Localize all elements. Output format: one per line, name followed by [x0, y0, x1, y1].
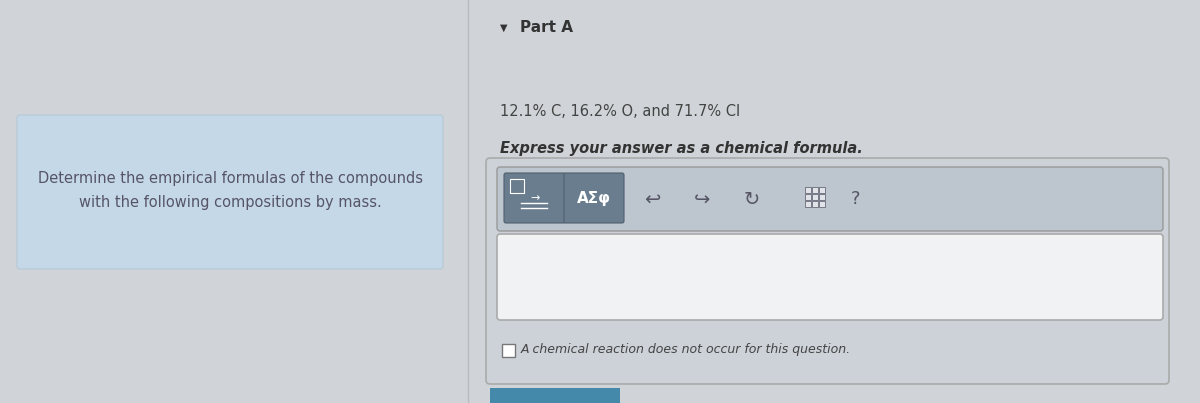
Text: A chemical reaction does not occur for this question.: A chemical reaction does not occur for t… — [521, 343, 851, 357]
Text: Determine the empirical formulas of the compounds: Determine the empirical formulas of the … — [37, 170, 422, 185]
FancyBboxPatch shape — [564, 173, 624, 223]
Text: ?: ? — [851, 190, 859, 208]
Bar — [818, 201, 826, 207]
Bar — [805, 187, 811, 193]
Text: Express your answer as a chemical formula.: Express your answer as a chemical formul… — [500, 141, 863, 156]
Bar — [812, 187, 818, 193]
FancyBboxPatch shape — [486, 158, 1169, 384]
Bar — [805, 201, 811, 207]
Bar — [490, 388, 620, 403]
Text: ↪: ↪ — [694, 189, 710, 208]
Bar — [812, 201, 818, 207]
Bar — [805, 194, 811, 200]
Text: →: → — [530, 193, 540, 203]
FancyBboxPatch shape — [504, 173, 566, 223]
Text: with the following compositions by mass.: with the following compositions by mass. — [79, 195, 382, 210]
Bar — [818, 187, 826, 193]
Text: Part A: Part A — [520, 21, 574, 35]
Bar — [812, 194, 818, 200]
Bar — [502, 344, 515, 357]
Bar — [818, 194, 826, 200]
Text: ▼: ▼ — [500, 23, 508, 33]
FancyBboxPatch shape — [17, 115, 443, 269]
FancyBboxPatch shape — [497, 167, 1163, 231]
Text: ΑΣφ: ΑΣφ — [577, 191, 611, 206]
Text: ↩: ↩ — [644, 189, 660, 208]
Text: 12.1% C, 16.2% O, and 71.7% Cl: 12.1% C, 16.2% O, and 71.7% Cl — [500, 104, 740, 120]
Text: ↻: ↻ — [744, 189, 760, 208]
FancyBboxPatch shape — [497, 234, 1163, 320]
Bar — [510, 179, 524, 193]
